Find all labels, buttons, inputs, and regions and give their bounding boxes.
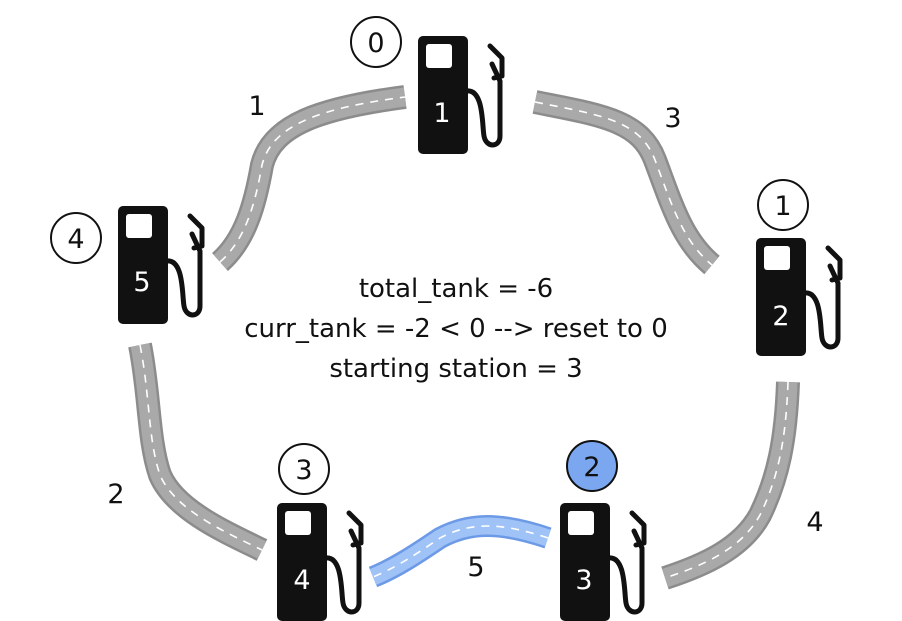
curr-tank-line: curr_tank = -2 < 0 --> reset to 0 [244, 314, 668, 344]
station-4-gas: 5 [133, 267, 150, 298]
road-3-4 [128, 342, 268, 561]
station-1: 1 2 [756, 179, 843, 356]
gas-pump-icon [118, 206, 205, 324]
road-1-2-dash [664, 381, 789, 579]
station-0-index-circle [350, 16, 402, 68]
gas-pump-icon [756, 238, 843, 356]
road-0-1-dash [534, 101, 713, 266]
station-1-index: 1 [774, 191, 791, 222]
station-1-index-circle [757, 179, 809, 231]
station-3: 3 4 [277, 443, 364, 621]
gas-pump-icon [277, 503, 364, 621]
road-cost-3-4: 2 [107, 479, 124, 510]
road-cost-0-1: 3 [664, 103, 681, 134]
station-4: 4 5 [50, 206, 205, 324]
station-2-index-circle [566, 440, 618, 492]
station-4-index-circle [50, 212, 102, 264]
total-tank-line: total_tank = -6 [359, 274, 553, 304]
station-1-gas: 2 [772, 301, 789, 332]
station-3-index-circle [278, 443, 330, 495]
road-1-2-surface [662, 381, 798, 588]
station-3-index: 3 [295, 455, 312, 486]
road-cost-4-0: 1 [248, 91, 265, 122]
station-2: 2 3 [560, 440, 647, 621]
road-0-1-surface [533, 92, 719, 273]
road-3-4-surface [130, 343, 267, 559]
road-4-0-dash [219, 96, 406, 263]
starting-station-line: starting station = 3 [329, 354, 582, 384]
road-2-3-dash [372, 525, 549, 578]
station-0-gas: 1 [433, 98, 450, 129]
gas-pump-icon [560, 503, 647, 621]
road-2-3 [368, 515, 552, 588]
road-cost-2-3: 5 [467, 552, 484, 583]
station-2-gas: 3 [575, 565, 592, 596]
gas-pump-icon [418, 36, 505, 154]
road-4-0 [211, 85, 407, 272]
station-2-index: 2 [583, 452, 600, 483]
station-4-index: 4 [67, 224, 84, 255]
road-0-1 [532, 90, 720, 275]
road-1-2 [661, 381, 800, 590]
station-0: 0 1 [350, 16, 505, 154]
station-0-index: 0 [367, 28, 384, 59]
station-3-gas: 4 [293, 565, 310, 596]
road-cost-1-2: 4 [806, 507, 823, 538]
